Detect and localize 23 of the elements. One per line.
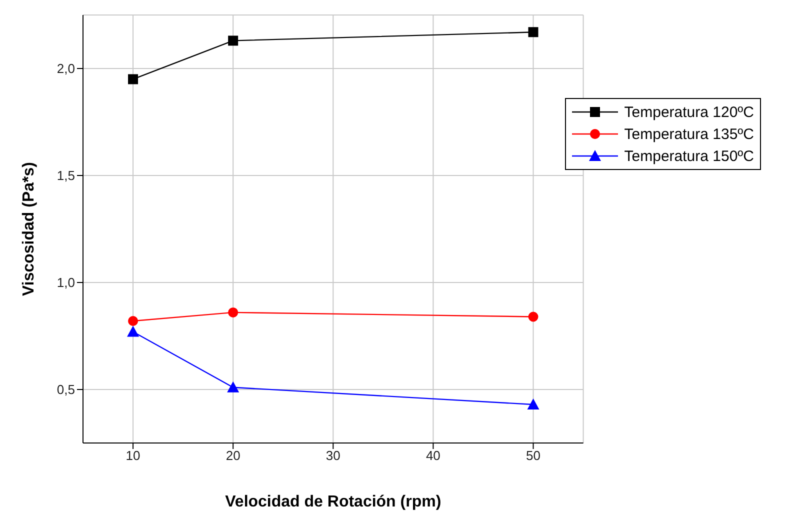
y-tick-label: 1,0: [56, 275, 75, 290]
y-tick-label: 0,5: [56, 382, 75, 398]
x-tick-label: 20: [226, 448, 240, 464]
point: [528, 312, 538, 322]
x-tick-label: 30: [326, 448, 340, 464]
y-axis-title: Viscosidad (Pa*s): [20, 162, 38, 296]
point: [128, 316, 138, 326]
point: [127, 326, 140, 337]
point: [228, 36, 238, 46]
x-tick-label: 10: [126, 448, 140, 464]
point: [128, 74, 138, 84]
x-tick-label: 50: [526, 448, 540, 464]
point: [228, 307, 238, 318]
y-tick-label: 2,0: [56, 61, 75, 76]
point: [527, 398, 540, 410]
y-tick-label: 1,5: [56, 168, 75, 184]
point: [528, 27, 538, 38]
legend-label: Temperatura 150ºC: [624, 148, 754, 164]
x-tick-label: 40: [426, 448, 440, 464]
point: [227, 381, 240, 392]
legend-label: Temperatura 120ºC: [624, 104, 754, 120]
legend-label: Temperatura 135ºC: [624, 126, 754, 142]
x-axis-title: Velocidad de Rotación (rpm): [225, 493, 442, 510]
